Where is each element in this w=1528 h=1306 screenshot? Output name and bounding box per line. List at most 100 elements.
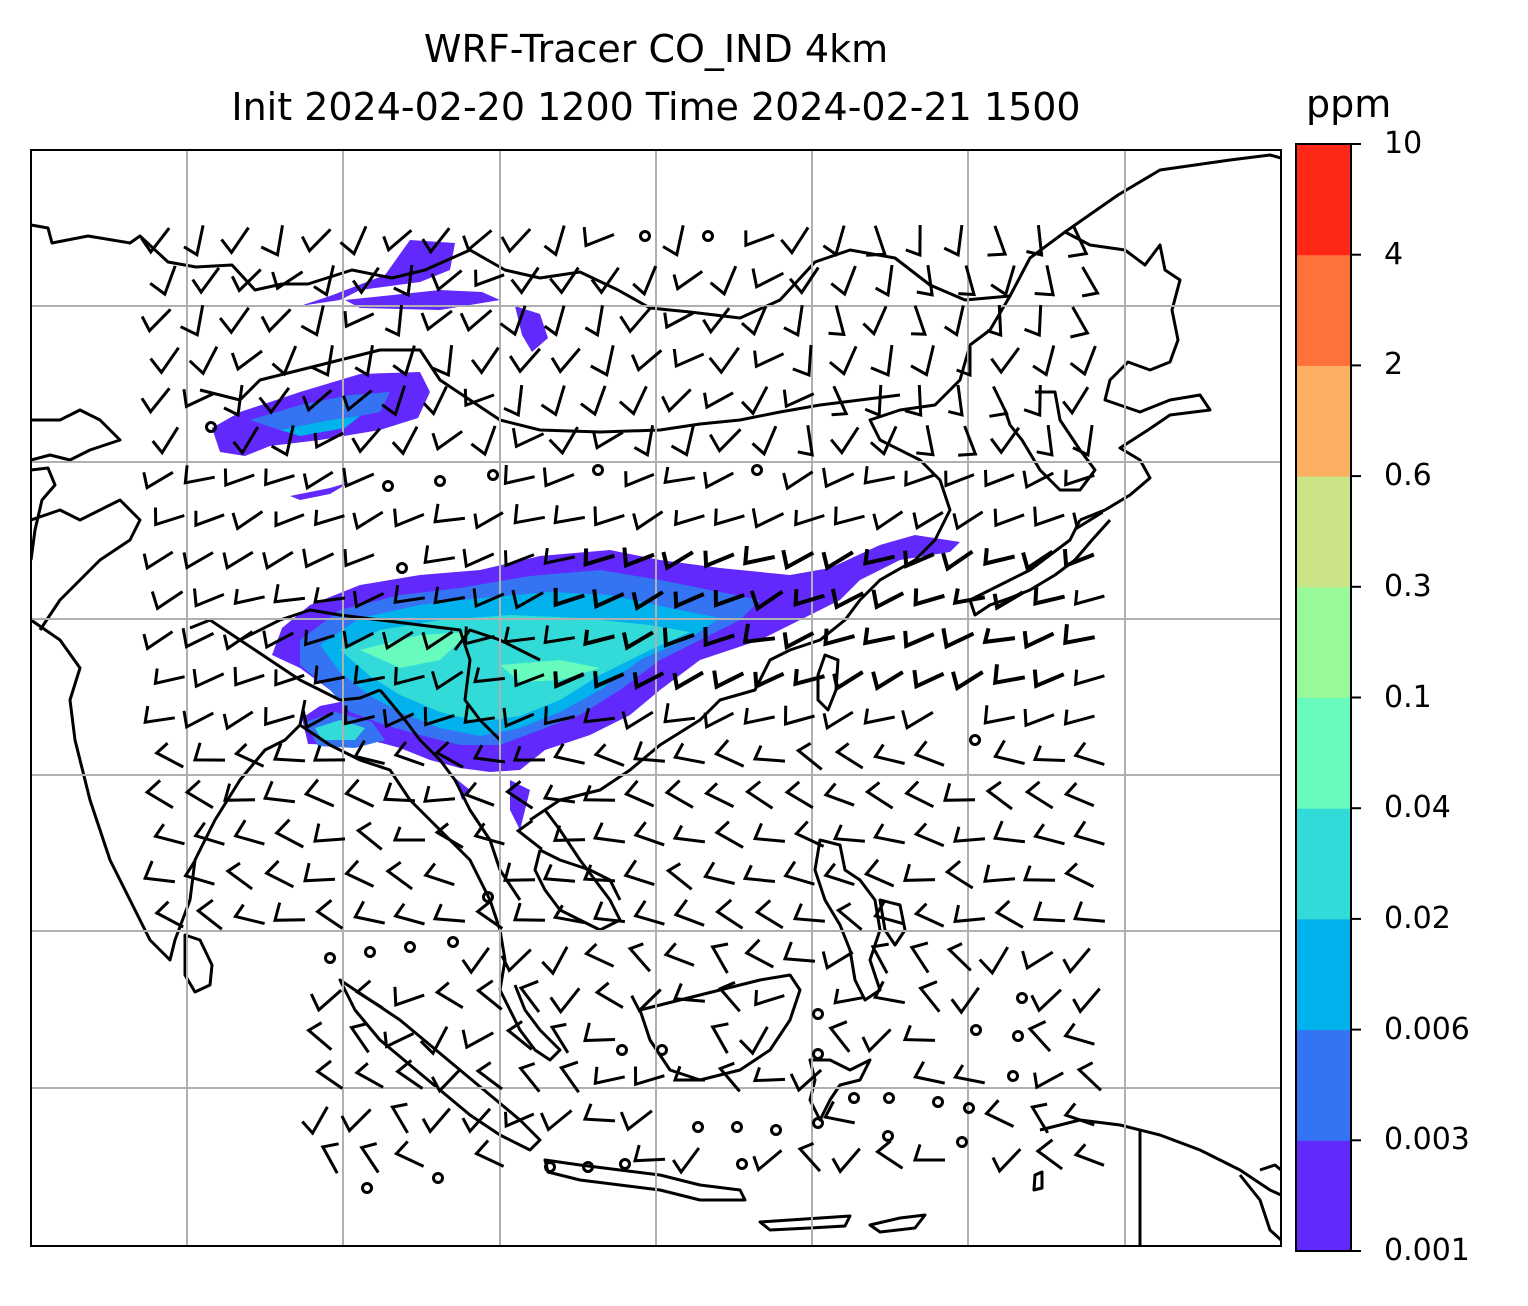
wind-barb bbox=[351, 427, 381, 454]
wind-barb bbox=[622, 547, 655, 569]
colorbar-tick-label: 0.6 bbox=[1384, 458, 1432, 494]
wind-barb bbox=[672, 270, 704, 292]
wind-barb bbox=[1064, 469, 1095, 487]
wind-barb bbox=[473, 1139, 505, 1168]
wind-barb bbox=[752, 1066, 786, 1083]
wind-barb bbox=[549, 266, 580, 295]
wind-barb bbox=[543, 305, 566, 337]
wind-barb bbox=[381, 385, 407, 417]
wind-barb bbox=[593, 1066, 626, 1086]
colorbar-tick-label: 0.006 bbox=[1384, 1011, 1470, 1047]
wind-barb bbox=[502, 707, 535, 729]
wind-barb bbox=[222, 550, 254, 571]
wind-barb bbox=[870, 344, 894, 378]
wind-barb bbox=[634, 1066, 665, 1087]
wind-barb bbox=[672, 348, 705, 369]
wind-barb bbox=[830, 588, 865, 610]
calm-wind-marker bbox=[404, 941, 416, 953]
wind-barb bbox=[508, 347, 542, 374]
wind-barb bbox=[1062, 386, 1090, 416]
wind-barb bbox=[1067, 225, 1089, 258]
wind-barb bbox=[434, 981, 464, 1009]
wind-barb bbox=[903, 863, 936, 882]
wind-barb bbox=[582, 864, 616, 883]
wind-barb bbox=[149, 346, 180, 375]
wind-barb bbox=[861, 1028, 892, 1054]
wind-barb bbox=[743, 707, 776, 726]
colorbar-segment bbox=[1296, 586, 1351, 698]
wind-barb bbox=[872, 823, 905, 845]
calm-wind-marker bbox=[812, 1008, 824, 1020]
wind-barb bbox=[192, 668, 225, 689]
calm-wind-marker bbox=[963, 1102, 975, 1114]
wind-barb bbox=[503, 384, 524, 418]
wind-barb bbox=[539, 1109, 573, 1132]
wind-barb bbox=[821, 550, 854, 571]
wind-barb bbox=[232, 903, 265, 926]
wind-barb bbox=[912, 1143, 945, 1162]
wind-barb bbox=[191, 267, 221, 295]
wind-barb bbox=[300, 305, 325, 337]
wind-barb bbox=[958, 265, 977, 297]
wind-barb bbox=[1081, 266, 1100, 298]
wind-barb bbox=[393, 741, 425, 767]
wind-barb bbox=[710, 942, 729, 974]
wind-barb bbox=[835, 902, 863, 931]
wind-barb bbox=[984, 1099, 1015, 1128]
wind-barb bbox=[303, 778, 335, 808]
wind-barb bbox=[543, 706, 575, 726]
wind-barb bbox=[781, 549, 815, 571]
wind-barb bbox=[916, 425, 935, 457]
wind-barb bbox=[475, 979, 503, 1011]
wind-barb bbox=[140, 387, 171, 415]
wind-barb bbox=[258, 387, 291, 415]
wind-barb bbox=[351, 266, 380, 295]
wind-barb bbox=[821, 950, 854, 971]
wind-barb bbox=[1035, 1138, 1063, 1171]
wind-barb bbox=[941, 549, 974, 572]
wind-barb bbox=[459, 309, 493, 333]
wind-barb bbox=[956, 345, 972, 378]
wind-barb bbox=[309, 988, 343, 1013]
wind-barb bbox=[1021, 550, 1054, 572]
wind-barb bbox=[1073, 741, 1105, 766]
wind-barb bbox=[461, 947, 491, 975]
map-frame bbox=[30, 149, 1282, 1247]
wind-barb bbox=[306, 1021, 333, 1051]
wind-barb bbox=[992, 664, 1026, 686]
wind-barb bbox=[590, 344, 615, 377]
wind-barb bbox=[943, 224, 964, 258]
wind-barb bbox=[430, 269, 463, 292]
wind-barb bbox=[714, 508, 745, 527]
calm-wind-marker bbox=[619, 1158, 631, 1170]
calm-wind-marker bbox=[812, 1117, 824, 1129]
wind-barb bbox=[183, 224, 205, 258]
wind-barb bbox=[354, 344, 374, 378]
wind-barb bbox=[1034, 264, 1055, 297]
wind-barb bbox=[153, 823, 185, 846]
wind-barb bbox=[583, 707, 616, 724]
wind-barb bbox=[864, 384, 883, 418]
wind-barb bbox=[986, 304, 1003, 338]
wind-barb bbox=[985, 780, 1013, 811]
wind-barb bbox=[1024, 780, 1054, 810]
wind-barb bbox=[1073, 589, 1105, 607]
wind-barb bbox=[752, 744, 786, 763]
wind-barb bbox=[947, 384, 964, 417]
wind-barb bbox=[671, 1147, 701, 1175]
wind-barb bbox=[632, 510, 664, 531]
colorbar-segment bbox=[1296, 254, 1351, 366]
wind-barb bbox=[713, 739, 745, 768]
wind-barb bbox=[1023, 384, 1042, 418]
wind-barb bbox=[1072, 510, 1104, 531]
wind-barb bbox=[422, 385, 448, 417]
wind-barb bbox=[500, 227, 532, 254]
title-line-2: Init 2024-02-20 1200 Time 2024-02-21 150… bbox=[231, 85, 1081, 129]
wind-barb bbox=[740, 305, 768, 337]
wind-barb bbox=[1032, 345, 1056, 377]
wind-barb bbox=[663, 466, 696, 485]
wind-barb bbox=[1032, 669, 1065, 689]
wind-barb bbox=[473, 667, 506, 684]
wind-barb bbox=[383, 1031, 415, 1049]
